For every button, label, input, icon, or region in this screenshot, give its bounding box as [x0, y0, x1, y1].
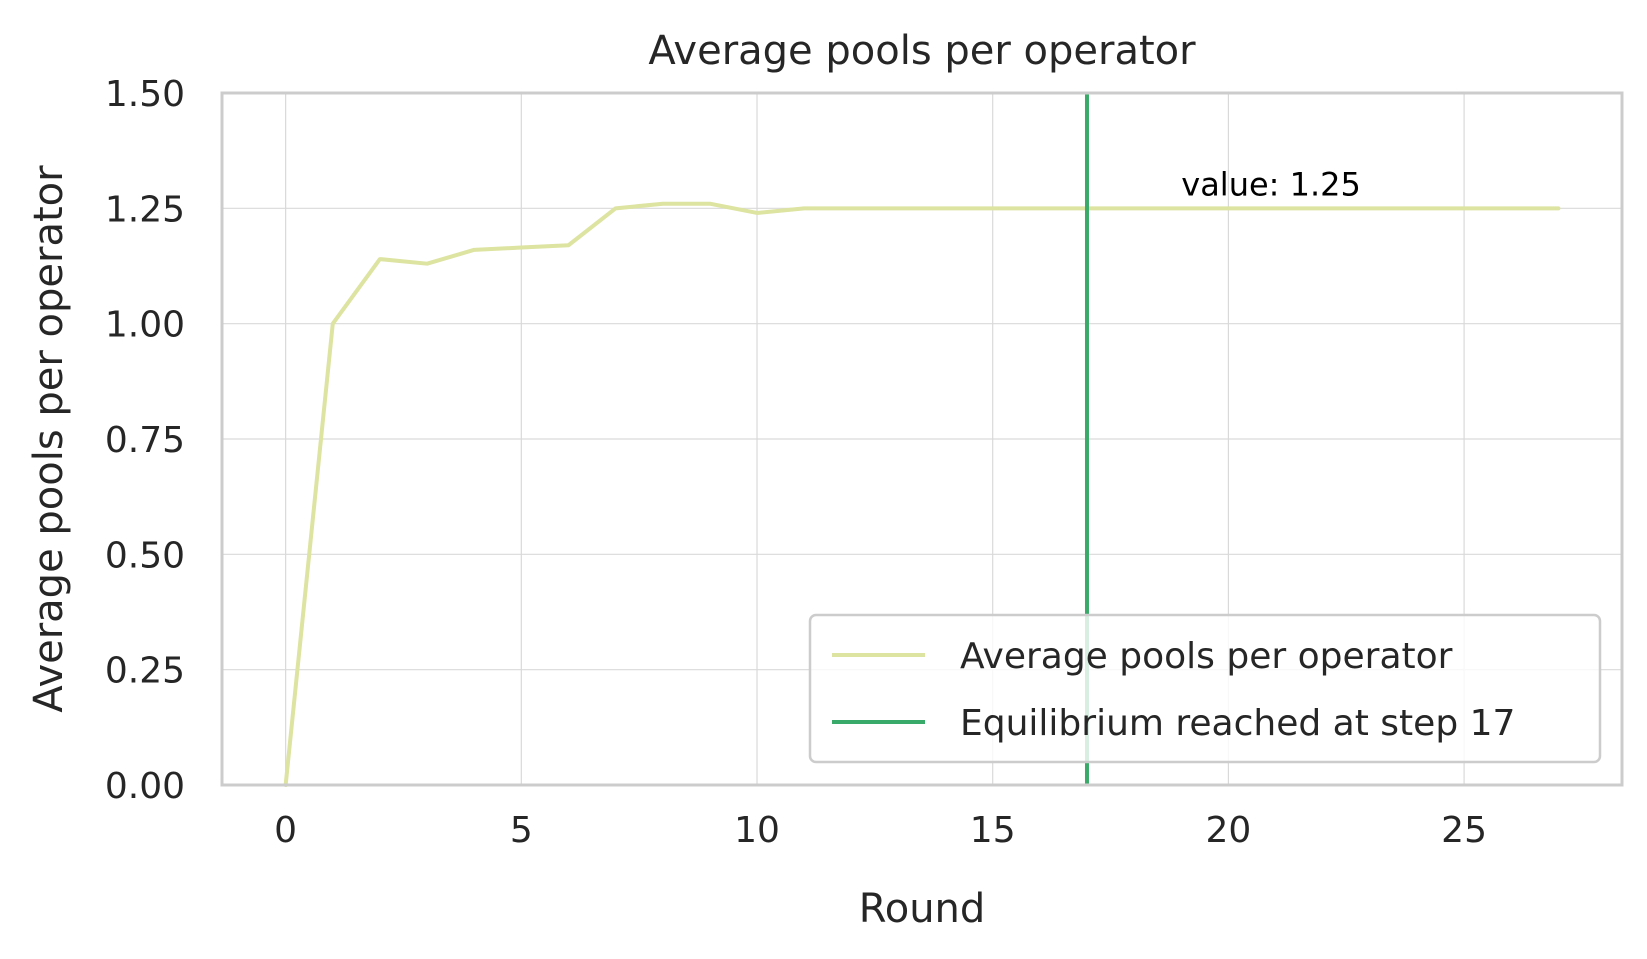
axes [220, 91, 1624, 787]
y-tick-label: 0.50 [105, 535, 185, 576]
y-axis-label: Average pools per operator [26, 165, 72, 713]
y-tick-label: 1.25 [105, 189, 185, 230]
x-tick-label: 20 [1205, 810, 1251, 851]
y-tick-label: 0.00 [105, 766, 185, 807]
chart-title: Average pools per operator [648, 28, 1196, 74]
legend-entry-equilibrium-label: Equilibrium reached at step 17 [960, 703, 1515, 744]
legend: Average pools per operator Equilibrium re… [808, 613, 1602, 764]
annotations: value: 1.25 [1181, 165, 1361, 203]
y-tick-label: 0.25 [105, 651, 185, 692]
x-tick-label: 15 [970, 810, 1016, 851]
y-tick-label: 1.50 [105, 74, 185, 115]
series-line [283, 201, 1561, 787]
tick-labels: 0 5 10 15 20 25 0.00 0.25 0.50 0.75 1.00 1.25 1.50 [105, 74, 1487, 851]
y-tick-label: 0.75 [105, 420, 185, 461]
legend-box [808, 613, 1602, 764]
x-tick-label: 5 [510, 810, 533, 851]
axes-frame [220, 91, 1624, 787]
x-axis-label: Round [859, 886, 986, 932]
x-tick-label: 10 [734, 810, 780, 851]
annotation-text: value: 1.25 [1181, 165, 1361, 203]
x-tick-label: 0 [274, 810, 297, 851]
x-tick-label: 25 [1441, 810, 1487, 851]
legend-entry-average-label: Average pools per operator [960, 636, 1453, 677]
y-tick-label: 1.00 [105, 305, 185, 346]
